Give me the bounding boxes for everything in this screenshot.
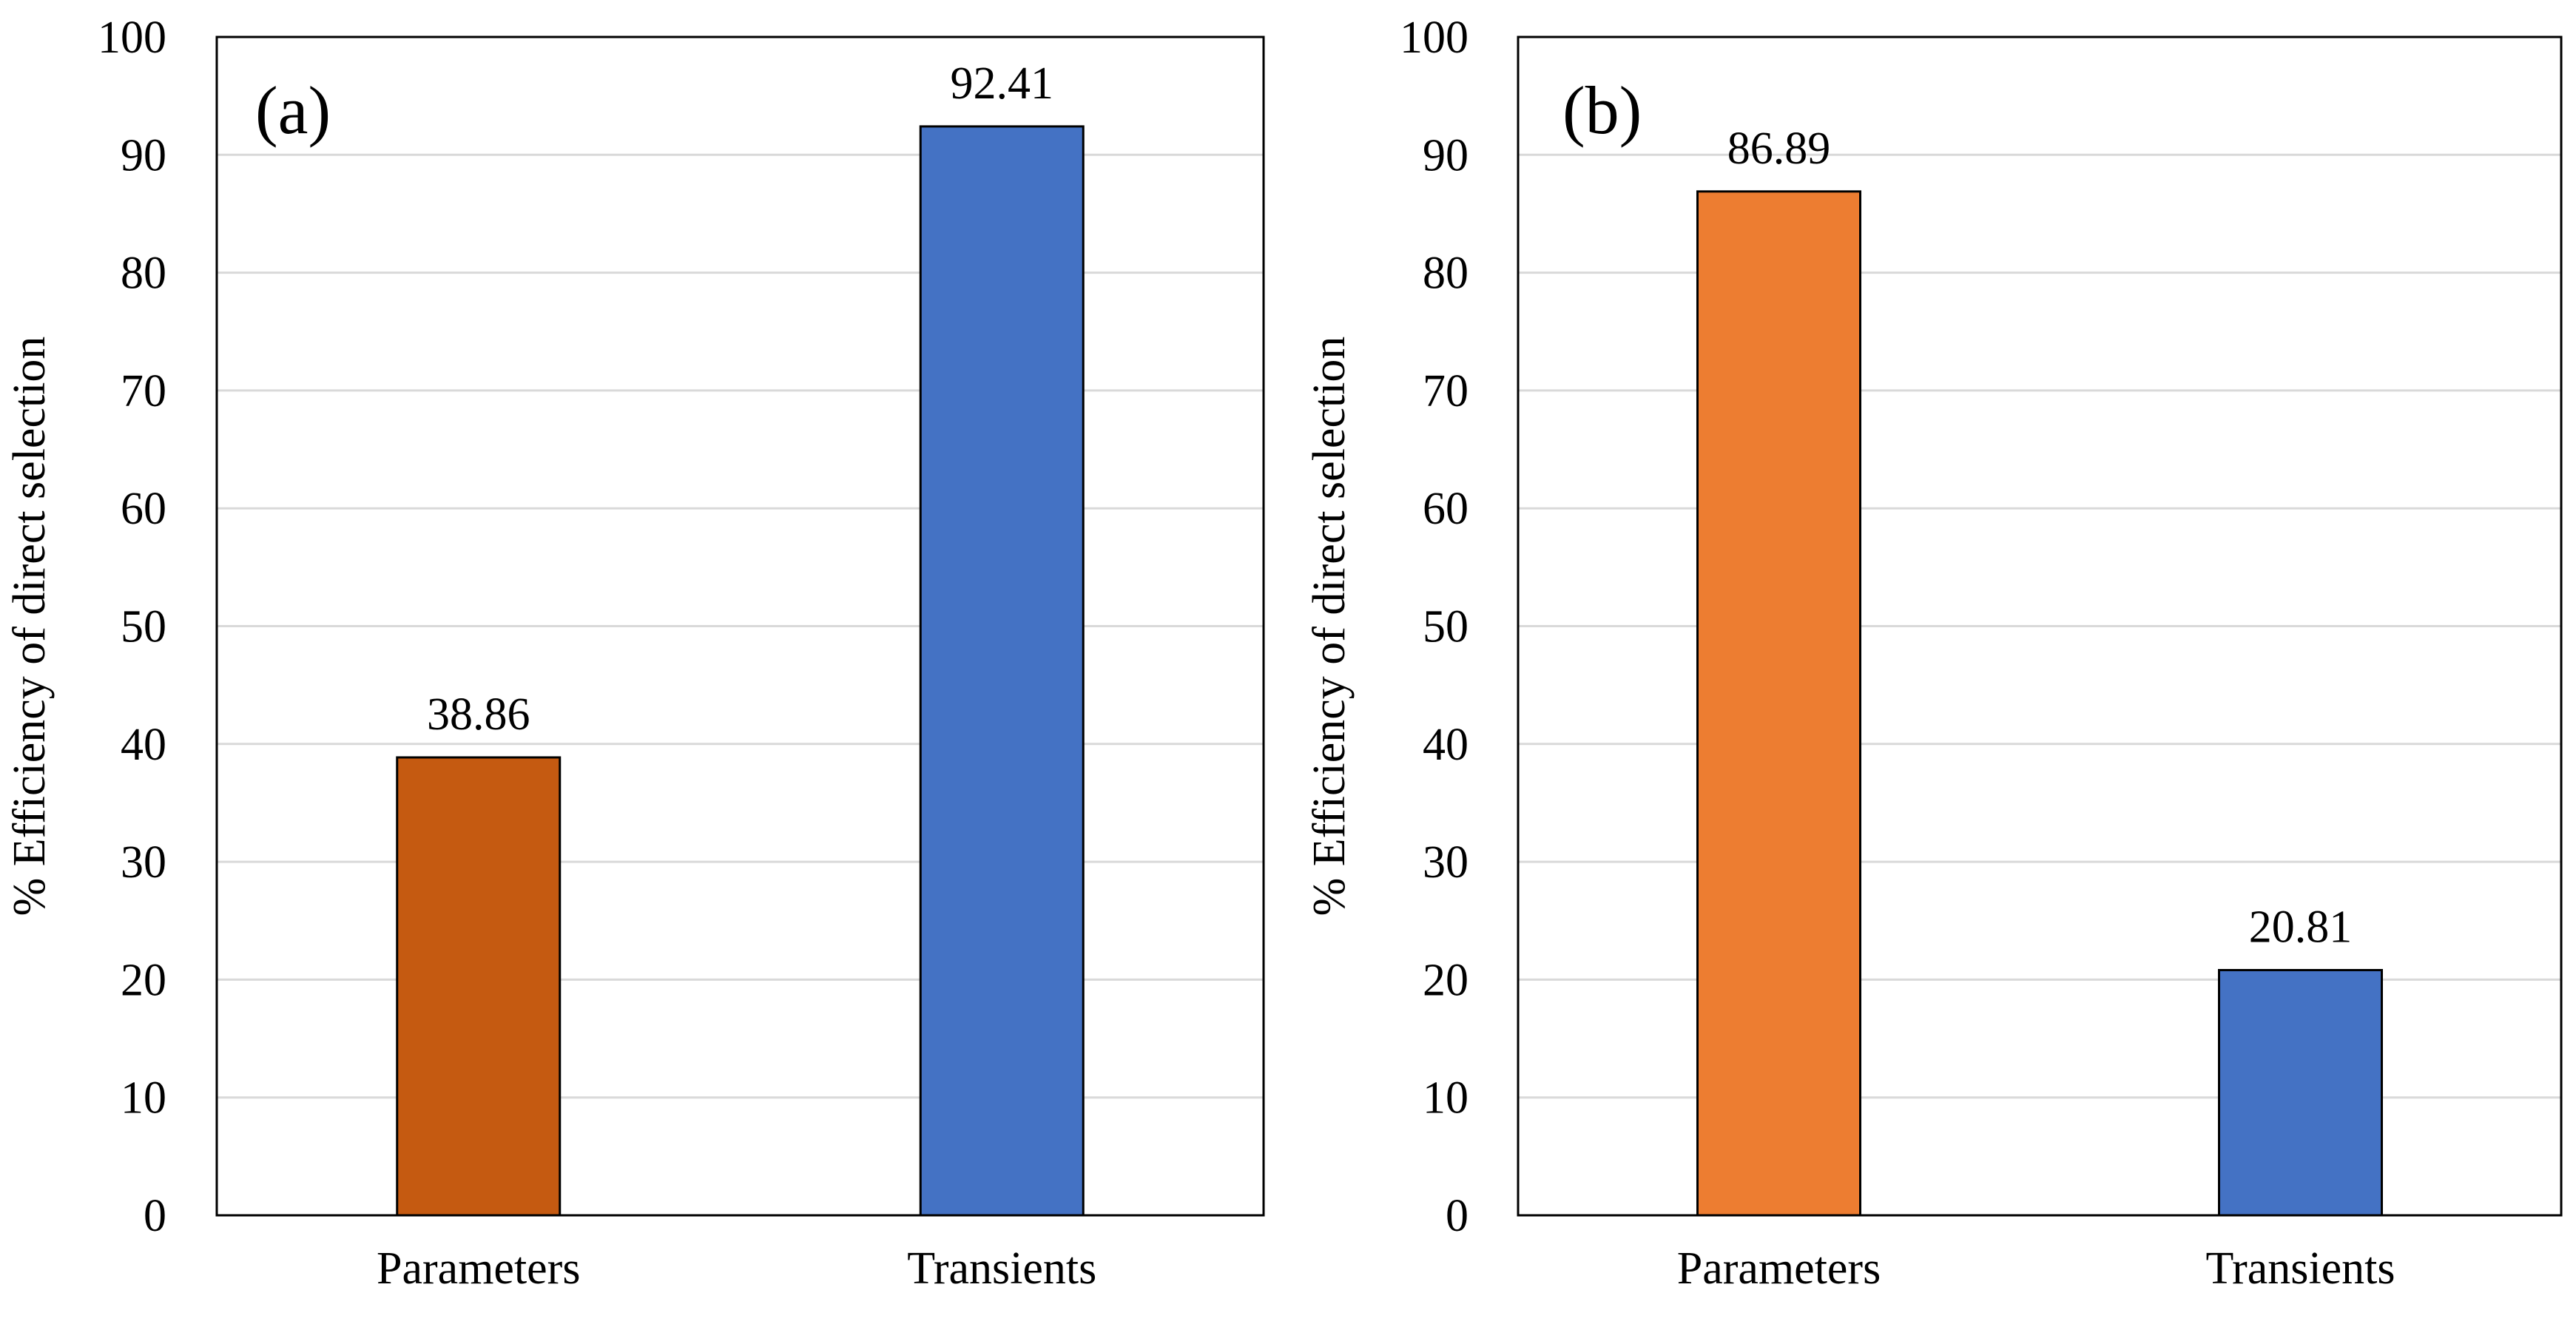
y-tick-label: 0 xyxy=(1446,1191,1469,1241)
y-tick-label: 60 xyxy=(121,484,166,534)
y-tick-label: 90 xyxy=(1423,130,1469,180)
y-axis-title: % Efficiency of direct selection xyxy=(1304,337,1355,916)
y-tick-label: 80 xyxy=(121,249,166,299)
panel-label-a: (a) xyxy=(255,72,331,148)
x-tick-label-transients: Transients xyxy=(907,1243,1096,1294)
y-tick-label: 40 xyxy=(1423,720,1469,770)
y-tick-label: 50 xyxy=(121,602,166,652)
data-label-transients: 92.41 xyxy=(951,58,1054,109)
data-label-transients: 20.81 xyxy=(2249,902,2353,952)
data-label-parameters: 86.89 xyxy=(1727,124,1831,174)
bar-parameters xyxy=(1696,190,1861,1217)
y-tick-label: 40 xyxy=(121,720,166,770)
y-tick-label: 100 xyxy=(1400,13,1469,63)
y-tick-label: 90 xyxy=(121,130,166,180)
x-tick-label-parameters: Parameters xyxy=(377,1243,580,1294)
y-tick-label: 10 xyxy=(121,1073,166,1124)
y-axis-title: % Efficiency of direct selection xyxy=(4,337,55,916)
y-tick-label: 50 xyxy=(1423,602,1469,652)
y-tick-label: 0 xyxy=(144,1191,166,1241)
y-tick-label: 80 xyxy=(1423,249,1469,299)
plot-area-border xyxy=(215,36,1265,1217)
y-tick-label: 60 xyxy=(1423,484,1469,534)
x-tick-label-parameters: Parameters xyxy=(1677,1243,1881,1294)
y-tick-label: 20 xyxy=(1423,955,1469,1005)
data-label-parameters: 38.86 xyxy=(427,689,530,740)
chart-panel-a: 0 10 20 30 40 50 60 70 80 90 100 38.86 Parameters 92.… xyxy=(4,13,1265,1294)
bar-transients xyxy=(2218,968,2383,1217)
y-tick-label: 100 xyxy=(98,13,166,63)
y-tick-label: 70 xyxy=(121,366,166,416)
y-tick-label: 30 xyxy=(121,837,166,888)
y-tick-label: 10 xyxy=(1423,1073,1469,1124)
y-tick-label: 20 xyxy=(121,955,166,1005)
chart-panel-b: 0 10 20 30 40 50 60 70 80 90 100 86.89 Parameters 20.… xyxy=(1304,13,2563,1294)
plot-area-border xyxy=(1517,36,2563,1217)
bar-parameters xyxy=(396,756,562,1217)
x-tick-label-transients: Transients xyxy=(2205,1243,2395,1294)
y-tick-label: 70 xyxy=(1423,366,1469,416)
bar-transients xyxy=(919,125,1085,1217)
y-tick-label: 30 xyxy=(1423,837,1469,888)
panel-label-b: (b) xyxy=(1562,72,1642,148)
